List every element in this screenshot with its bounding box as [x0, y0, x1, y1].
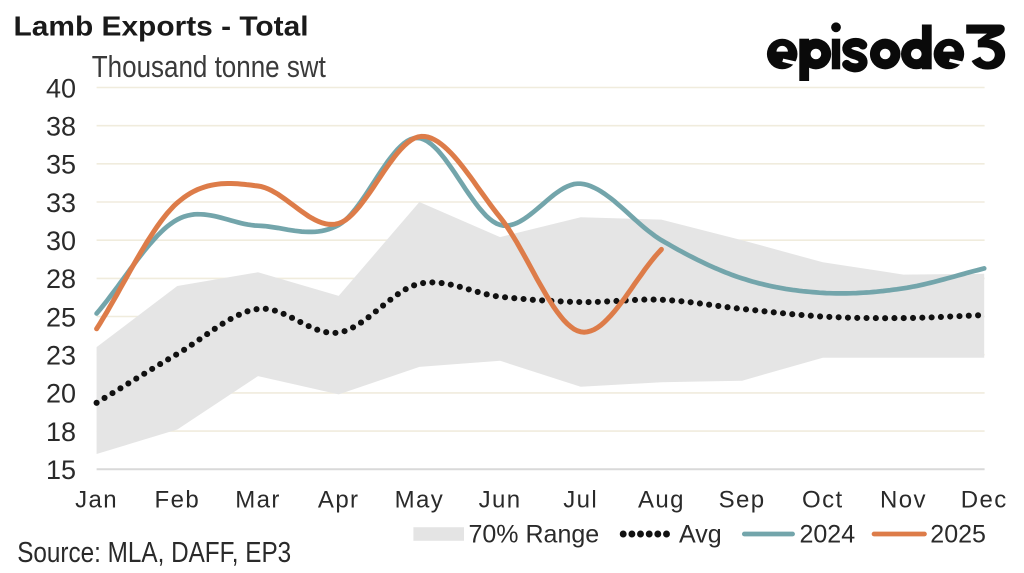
- svg-text:28: 28: [46, 264, 76, 294]
- svg-text:May: May: [395, 487, 445, 514]
- svg-text:Apr: Apr: [318, 487, 360, 514]
- svg-text:Avg: Avg: [679, 521, 722, 549]
- svg-text:Oct: Oct: [802, 487, 844, 514]
- svg-text:2024: 2024: [800, 521, 856, 549]
- svg-text:2025: 2025: [930, 521, 986, 549]
- svg-text:Lamb Exports - Total: Lamb Exports - Total: [14, 11, 309, 42]
- svg-text:70% Range: 70% Range: [469, 521, 600, 549]
- svg-text:33: 33: [46, 188, 76, 218]
- svg-text:Sep: Sep: [719, 487, 766, 514]
- svg-text:30: 30: [46, 226, 76, 256]
- svg-text:Mar: Mar: [235, 487, 281, 514]
- svg-text:Jul: Jul: [563, 487, 598, 514]
- svg-text:25: 25: [46, 302, 76, 332]
- svg-text:Aug: Aug: [638, 487, 685, 514]
- svg-text:23: 23: [46, 341, 76, 371]
- svg-text:40: 40: [46, 73, 76, 103]
- svg-text:38: 38: [46, 112, 76, 142]
- svg-text:Jan: Jan: [75, 487, 118, 514]
- svg-text:Dec: Dec: [961, 487, 1008, 514]
- svg-text:Jun: Jun: [479, 487, 522, 514]
- svg-text:Thousand tonne swt: Thousand tonne swt: [92, 49, 326, 84]
- svg-text:Feb: Feb: [155, 487, 201, 514]
- svg-text:Source: MLA, DAFF, EP3: Source: MLA, DAFF, EP3: [17, 537, 291, 568]
- svg-text:15: 15: [46, 455, 76, 485]
- svg-text:20: 20: [46, 379, 76, 409]
- svg-text:Nov: Nov: [880, 487, 927, 514]
- svg-text:35: 35: [46, 150, 76, 180]
- svg-text:18: 18: [46, 417, 76, 447]
